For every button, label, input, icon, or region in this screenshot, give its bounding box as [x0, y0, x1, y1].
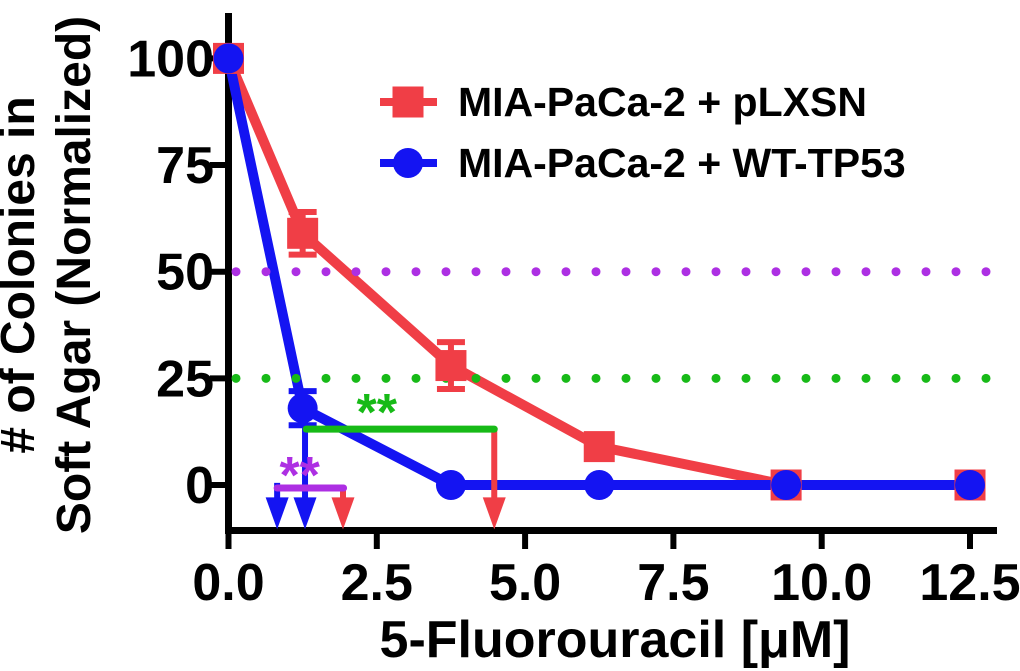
y-tick-label: 75: [156, 137, 214, 195]
legend-label-2: MIA-PaCa-2 + WT-TP53: [458, 140, 906, 186]
x-tick-label: 10.0: [771, 554, 872, 612]
data-marker-circle-1: [287, 393, 318, 424]
legend-label-1: MIA-PaCa-2 + pLXSN: [458, 79, 867, 125]
legend: [380, 86, 437, 178]
y-tick-label: 100: [127, 30, 214, 88]
y-axis-title-line2: Soft Agar (Normalized): [48, 16, 101, 534]
data-marker-circle-1: [435, 470, 466, 500]
data-marker-square-0: [435, 350, 467, 382]
data-marker-circle-1: [955, 470, 985, 500]
blue-drop-arrow-2-head: [293, 497, 317, 530]
data-marker-square-0: [287, 217, 319, 249]
series-line-1: [223, 57, 970, 490]
data-marker-circle-1: [213, 43, 244, 74]
y-tick-label: 25: [156, 350, 214, 408]
y-tick-label: 0: [185, 457, 214, 515]
legend-marker-circle: [393, 148, 423, 178]
annotations-layer: ** **: [265, 384, 506, 530]
data-marker-square-0: [583, 431, 615, 463]
x-tick-label: 5.0: [489, 554, 561, 612]
axes-layer: 0 25 50 75 100 0.0 2.5 5.0 7.5 10.0 12.5: [127, 13, 1020, 612]
data-marker-circle-1: [584, 470, 615, 500]
data-marker-circle-1: [771, 470, 802, 500]
significance-stars-0: **: [357, 384, 398, 442]
blue-drop-arrow-1-head: [265, 497, 289, 530]
y-axis-title-line1: # of Colonies in: [0, 96, 45, 453]
series-layer: [223, 56, 970, 490]
red-drop-arrow-1-head: [331, 497, 355, 530]
markers-layer: [213, 42, 986, 501]
x-tick-label: 7.5: [637, 554, 709, 612]
red-drop-arrow-2-head: [482, 497, 506, 530]
legend-marker-square: [392, 86, 424, 118]
x-tick-label: 0.0: [192, 554, 264, 612]
y-tick-label: 50: [156, 244, 214, 302]
x-axis-title: 5-Fluorouracil [μM]: [380, 611, 851, 669]
x-tick-label: 12.5: [919, 554, 1020, 612]
reference-lines-layer: [231, 267, 998, 383]
significance-stars-1: **: [279, 447, 320, 505]
x-tick-label: 2.5: [341, 554, 413, 612]
